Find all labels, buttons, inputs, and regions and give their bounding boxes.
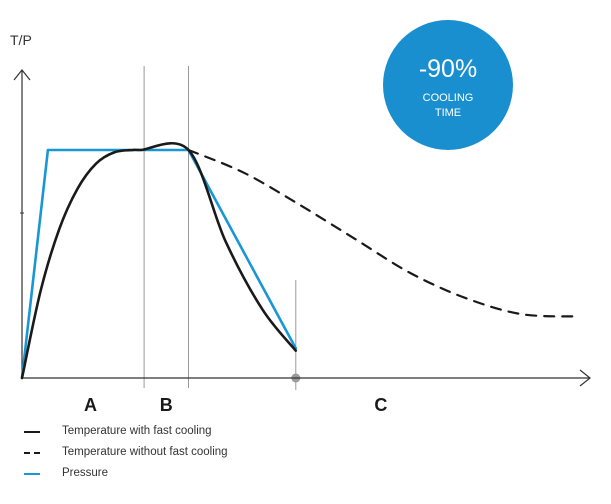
legend-swatch-solid-blue bbox=[24, 473, 40, 475]
badge-circle bbox=[383, 20, 513, 150]
legend-item-temperature-no-fast: Temperature without fast cooling bbox=[24, 442, 424, 463]
series-line-temperature-no-fast bbox=[187, 148, 579, 318]
legend-label: Pressure bbox=[62, 467, 109, 479]
cooling-time-badge: -90% COOLING TIME bbox=[383, 20, 513, 150]
series-line-pressure bbox=[20, 148, 298, 380]
phase-label-c: C bbox=[374, 395, 387, 415]
badge-value: -90% bbox=[419, 55, 477, 83]
legend-item-pressure: Pressure bbox=[24, 463, 424, 484]
phase-guides bbox=[143, 66, 301, 390]
y-axis-label: T/P bbox=[10, 32, 32, 48]
series-line-temperature-fast bbox=[20, 142, 298, 380]
legend-label: Temperature without fast cooling bbox=[62, 446, 228, 458]
legend-item-temperature-fast: Temperature with fast cooling bbox=[24, 421, 424, 442]
legend-label: Temperature with fast cooling bbox=[62, 425, 212, 437]
legend-swatch-solid-black bbox=[24, 431, 40, 433]
phase-label-a: A bbox=[84, 395, 97, 415]
y-axis-arrow bbox=[13, 69, 31, 81]
badge-line-1: COOLING bbox=[423, 92, 474, 104]
series-layer bbox=[20, 142, 579, 380]
legend: Temperature with fast cooling Temperatur… bbox=[24, 421, 424, 484]
badge-line-2: TIME bbox=[435, 107, 461, 119]
legend-swatch-dashed-black bbox=[24, 452, 40, 454]
x-axis-arrow bbox=[579, 369, 591, 387]
phase-labels: A B C bbox=[84, 395, 387, 415]
axes: T/P bbox=[10, 32, 591, 387]
phase-label-b: B bbox=[160, 395, 173, 415]
